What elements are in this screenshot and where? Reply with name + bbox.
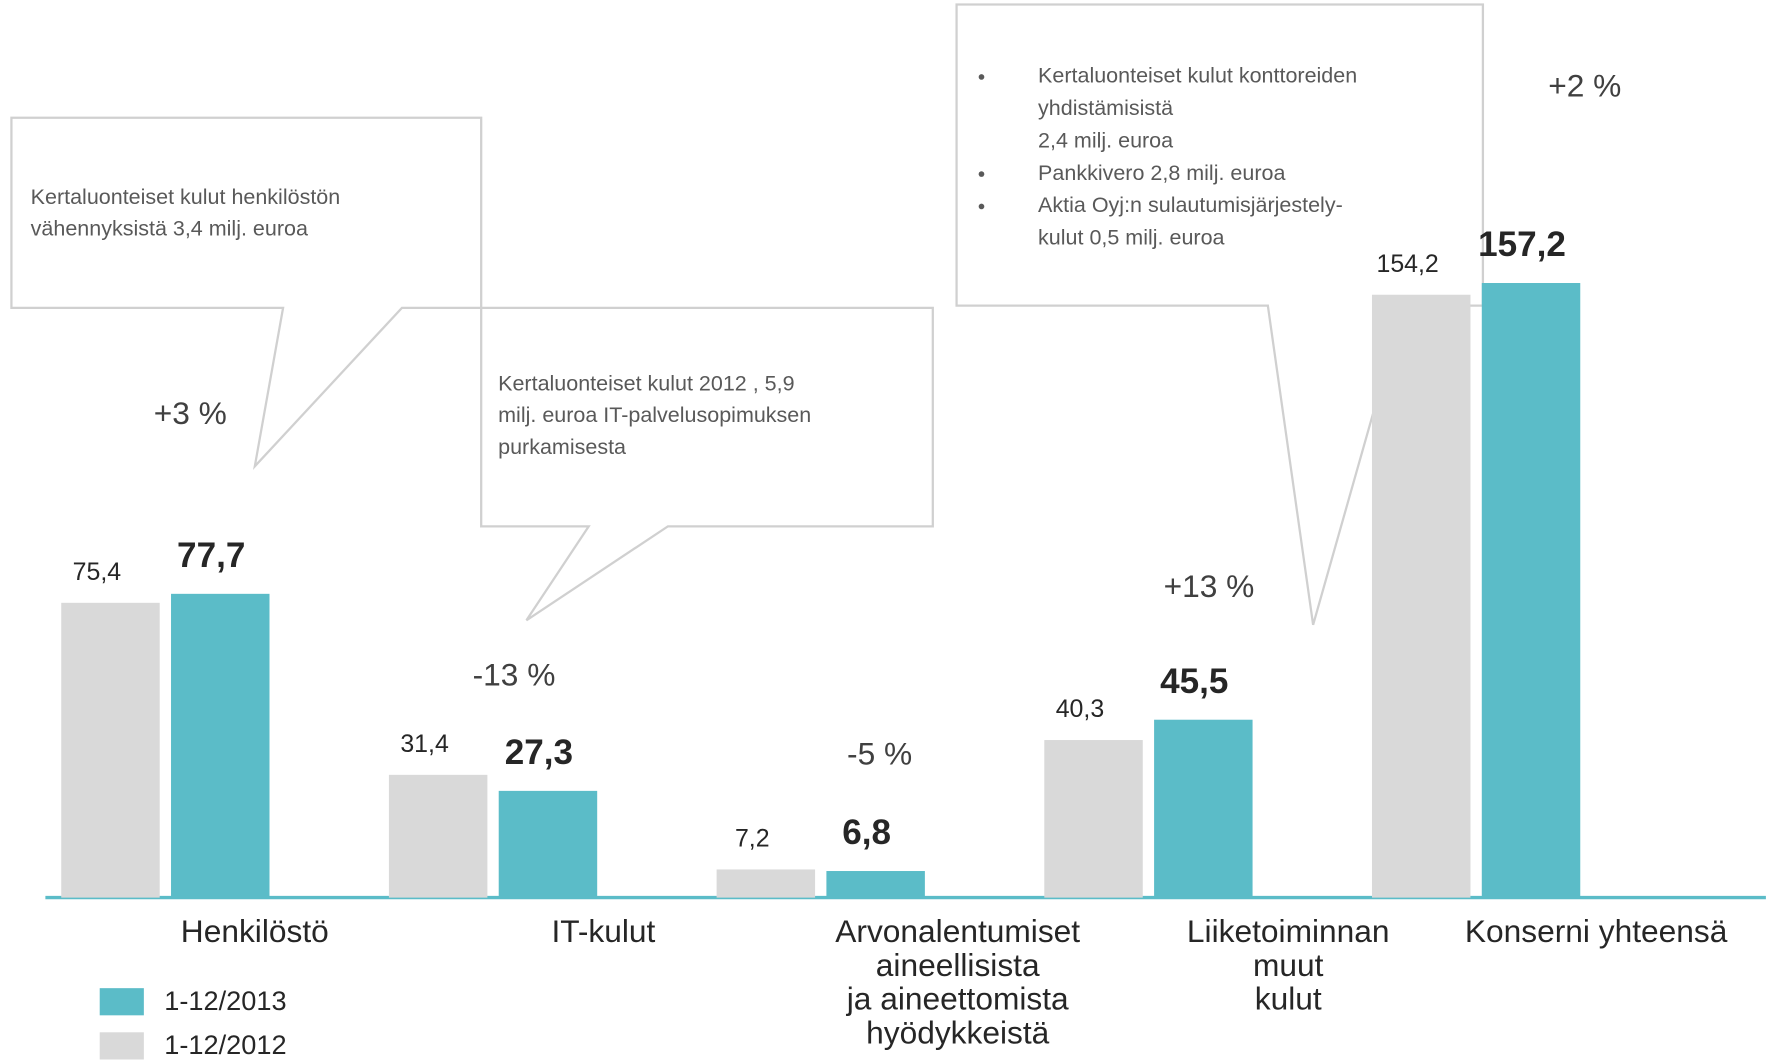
bar	[498, 790, 598, 898]
bar	[61, 602, 160, 898]
x-tick-label-line: IT-kulut	[551, 913, 655, 949]
change-label: -5 %	[847, 735, 912, 771]
x-tick-label: IT-kulut	[551, 913, 655, 949]
change-label: +13 %	[1164, 568, 1255, 604]
x-tick-label-line: kulut	[1255, 981, 1322, 1017]
value-label: 157,2	[1478, 225, 1566, 264]
callout-box	[955, 3, 1485, 626]
change-label: +3 %	[154, 395, 227, 431]
bar	[388, 774, 488, 898]
legend-label: 1-12/2013	[164, 985, 286, 1016]
x-tick-label-line: Henkilöstö	[181, 913, 329, 949]
callout-text: Aktia Oyj:n sulautumisjärjestely-	[1038, 193, 1343, 217]
legend-swatch	[99, 1032, 144, 1060]
callout-box	[480, 306, 934, 622]
bar	[716, 869, 816, 898]
x-tick-label: Henkilöstö	[181, 913, 329, 949]
callout-text: milj. euroa IT-palvelusopimuksen	[498, 403, 811, 427]
bar	[1481, 283, 1581, 898]
bar	[1044, 740, 1143, 898]
x-tick-label-line: ja aineettomista	[846, 981, 1069, 1017]
x-tick-label: Konserni yhteensä	[1465, 913, 1728, 949]
callout-text: Kertaluonteiset kulut 2012 , 5,9	[498, 372, 794, 396]
callout-box	[10, 116, 483, 470]
value-label: 45,5	[1160, 662, 1228, 701]
change-label: -13 %	[473, 656, 556, 692]
callout-text: 2,4 milj. euroa	[1038, 128, 1173, 152]
bar	[1154, 719, 1253, 898]
value-label: 6,8	[842, 813, 891, 852]
callout-text: Pankkivero 2,8 milj. euroa	[1038, 161, 1285, 185]
value-label: 40,3	[1056, 695, 1104, 723]
x-tick-label: Liiketoiminnan muut kulut	[1187, 913, 1390, 1017]
value-label: 75,4	[73, 558, 122, 586]
x-tick-label-line: aineellisista	[876, 947, 1040, 983]
bullet	[978, 171, 985, 177]
bar	[171, 593, 270, 898]
change-label: +2 %	[1548, 68, 1621, 104]
legend-swatch	[99, 988, 144, 1016]
x-tick-label-line: Arvonalentumiset	[835, 913, 1080, 949]
value-label: 154,2	[1376, 250, 1438, 278]
callout-text: purkamisesta	[498, 435, 626, 459]
bullet	[978, 203, 985, 210]
x-tick-label-line: Liiketoiminnan	[1187, 913, 1390, 949]
value-label: 27,3	[505, 733, 573, 772]
bar	[1371, 294, 1471, 898]
callout-text: yhdistämisistä	[1038, 96, 1173, 120]
value-label: 77,7	[177, 536, 245, 575]
x-tick-label: Arvonalentumiset aineellisista ja aineetto…	[835, 913, 1080, 1051]
x-tick-label-line: hyödykkeistä	[866, 1015, 1050, 1051]
value-label: 31,4	[400, 730, 449, 758]
bullet	[978, 74, 985, 80]
x-tick-label-line: muut	[1253, 947, 1324, 983]
value-label: 7,2	[735, 825, 770, 853]
bar	[826, 871, 925, 898]
callout-text: vähennyksistä 3,4 milj. euroa	[31, 216, 308, 240]
callout-text: Kertaluonteiset kulut henkilöstön	[31, 185, 341, 209]
legend-label: 1-12/2012	[164, 1029, 286, 1060]
callout-text: kulut 0,5 milj. euroa	[1038, 226, 1224, 250]
callout-text: Kertaluonteiset kulut konttoreiden	[1038, 64, 1357, 88]
x-tick-label-line: Konserni yhteensä	[1465, 913, 1728, 949]
